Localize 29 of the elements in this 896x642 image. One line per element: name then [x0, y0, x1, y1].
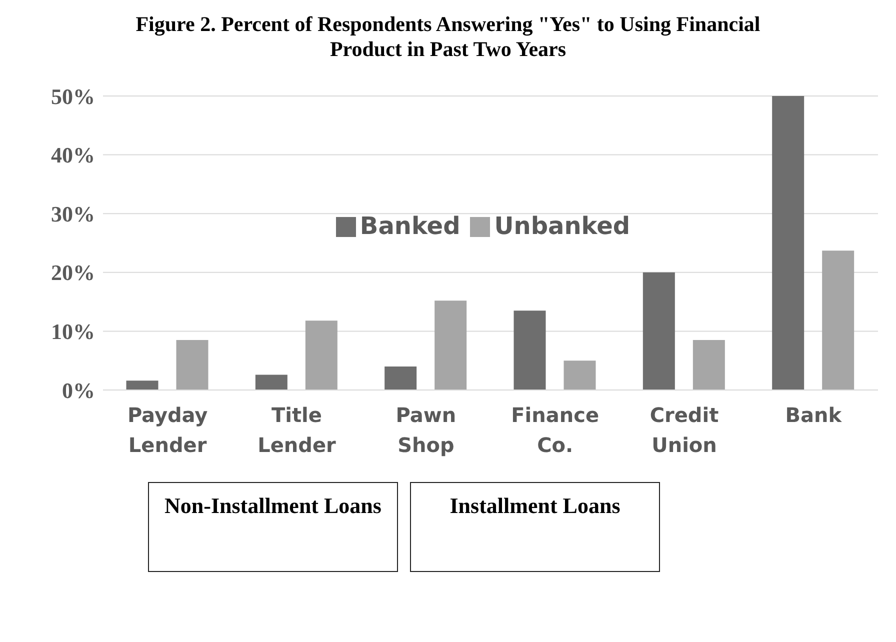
y-tick-label: 20%	[51, 260, 95, 286]
bar	[514, 310, 546, 390]
bar	[822, 250, 854, 390]
bar	[564, 360, 596, 390]
y-tick-label: 40%	[51, 142, 95, 168]
x-tick-label: Payday Lender	[127, 403, 208, 457]
y-tick-label: 0%	[62, 378, 95, 403]
chart-title: Figure 2. Percent of Respondents Answering "Yes" to Using Financial Product in Past Two Years	[134, 12, 762, 62]
bar	[642, 272, 675, 390]
bar	[255, 374, 288, 390]
y-tick-label: 30%	[51, 201, 95, 226]
y-tick-label: 50%	[51, 84, 95, 109]
text-box: Non-Installment Loans	[148, 482, 398, 572]
x-tick-label: Bank	[785, 403, 842, 427]
bar	[126, 380, 158, 390]
y-tick-label: 10%	[51, 319, 95, 344]
bar	[772, 96, 804, 390]
x-tick-label: Pawn Shop	[396, 403, 456, 457]
bar	[384, 366, 417, 390]
legend-label: Banked	[360, 212, 460, 240]
x-tick-label: Finance Co.	[511, 403, 600, 457]
legend-label: Unbanked	[494, 212, 630, 240]
x-tick-label: Credit Union	[650, 403, 720, 457]
text-box: Installment Loans	[410, 482, 660, 572]
bar	[434, 300, 467, 390]
bar	[176, 340, 208, 390]
bar	[305, 320, 338, 390]
x-tick-label: Title Lender	[258, 403, 336, 457]
bar	[692, 340, 725, 390]
